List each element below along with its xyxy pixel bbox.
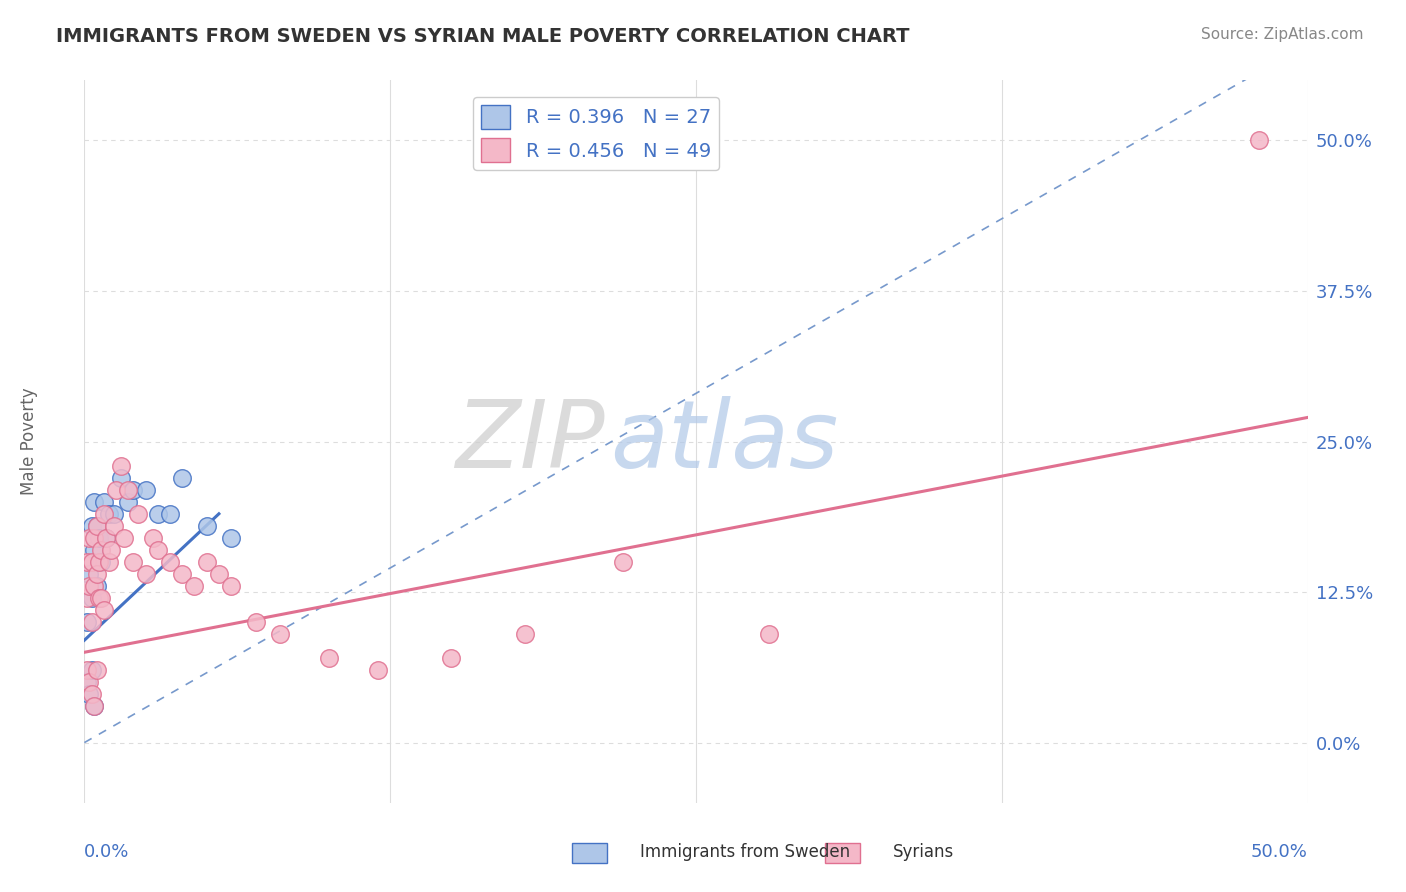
Point xyxy=(135,567,157,582)
Text: Source: ZipAtlas.com: Source: ZipAtlas.com xyxy=(1201,27,1364,42)
Point xyxy=(159,555,181,569)
Point xyxy=(77,579,100,593)
Point xyxy=(117,483,139,497)
Point xyxy=(172,567,194,582)
Text: IMMIGRANTS FROM SWEDEN VS SYRIAN MALE POVERTY CORRELATION CHART: IMMIGRANTS FROM SWEDEN VS SYRIAN MALE PO… xyxy=(56,27,910,45)
Point xyxy=(93,494,115,508)
Point xyxy=(83,542,105,557)
Point xyxy=(219,579,242,593)
Point xyxy=(219,531,242,545)
Text: 0.0%: 0.0% xyxy=(84,843,129,861)
Point xyxy=(758,627,780,641)
Point xyxy=(76,615,98,630)
Point xyxy=(122,483,145,497)
Point xyxy=(77,531,100,545)
Point xyxy=(208,567,231,582)
Text: Syrians: Syrians xyxy=(893,843,955,861)
Point xyxy=(142,531,165,545)
Point xyxy=(90,591,112,606)
Point xyxy=(146,507,169,521)
Point xyxy=(1247,133,1270,147)
Point xyxy=(83,579,105,593)
Point xyxy=(93,507,115,521)
Text: atlas: atlas xyxy=(610,396,838,487)
Point xyxy=(76,555,98,569)
Point xyxy=(86,519,108,533)
Point xyxy=(103,507,125,521)
Point xyxy=(77,675,100,690)
Text: Male Poverty: Male Poverty xyxy=(20,388,38,495)
Point xyxy=(367,664,389,678)
Point xyxy=(135,483,157,497)
Point xyxy=(183,579,205,593)
Point xyxy=(105,483,128,497)
Point xyxy=(80,687,103,701)
Point xyxy=(76,675,98,690)
Point xyxy=(127,507,149,521)
Point xyxy=(318,651,340,665)
Point xyxy=(83,531,105,545)
Point xyxy=(77,567,100,582)
Text: Immigrants from Sweden: Immigrants from Sweden xyxy=(640,843,849,861)
Point xyxy=(76,664,98,678)
Point xyxy=(97,555,120,569)
Point xyxy=(86,579,108,593)
Point xyxy=(80,615,103,630)
Point xyxy=(612,555,634,569)
Point xyxy=(97,507,120,521)
Point xyxy=(86,664,108,678)
Point xyxy=(110,458,132,473)
Point xyxy=(117,494,139,508)
Point xyxy=(195,519,218,533)
Text: 50.0%: 50.0% xyxy=(1251,843,1308,861)
Point xyxy=(83,699,105,714)
Point xyxy=(76,591,98,606)
Point xyxy=(80,664,103,678)
Point xyxy=(83,494,105,508)
Point xyxy=(90,555,112,569)
Point xyxy=(86,519,108,533)
Point xyxy=(440,651,463,665)
Point xyxy=(90,542,112,557)
Point xyxy=(195,555,218,569)
Point xyxy=(96,531,118,545)
Point xyxy=(269,627,291,641)
Point xyxy=(77,687,100,701)
Point xyxy=(100,542,122,557)
Point xyxy=(93,603,115,617)
Point xyxy=(513,627,536,641)
Point xyxy=(159,507,181,521)
Point xyxy=(96,531,118,545)
Text: ZIP: ZIP xyxy=(454,396,605,487)
Point xyxy=(122,555,145,569)
Point xyxy=(245,615,267,630)
Point xyxy=(112,531,135,545)
Point xyxy=(146,542,169,557)
Point xyxy=(86,567,108,582)
Point xyxy=(87,591,110,606)
Point xyxy=(87,531,110,545)
Legend: R = 0.396   N = 27, R = 0.456   N = 49: R = 0.396 N = 27, R = 0.456 N = 49 xyxy=(474,97,718,170)
Point xyxy=(87,555,110,569)
Point xyxy=(172,471,194,485)
Point xyxy=(80,591,103,606)
Point xyxy=(110,471,132,485)
Point xyxy=(103,519,125,533)
Point xyxy=(80,555,103,569)
Point xyxy=(83,699,105,714)
Point xyxy=(80,519,103,533)
